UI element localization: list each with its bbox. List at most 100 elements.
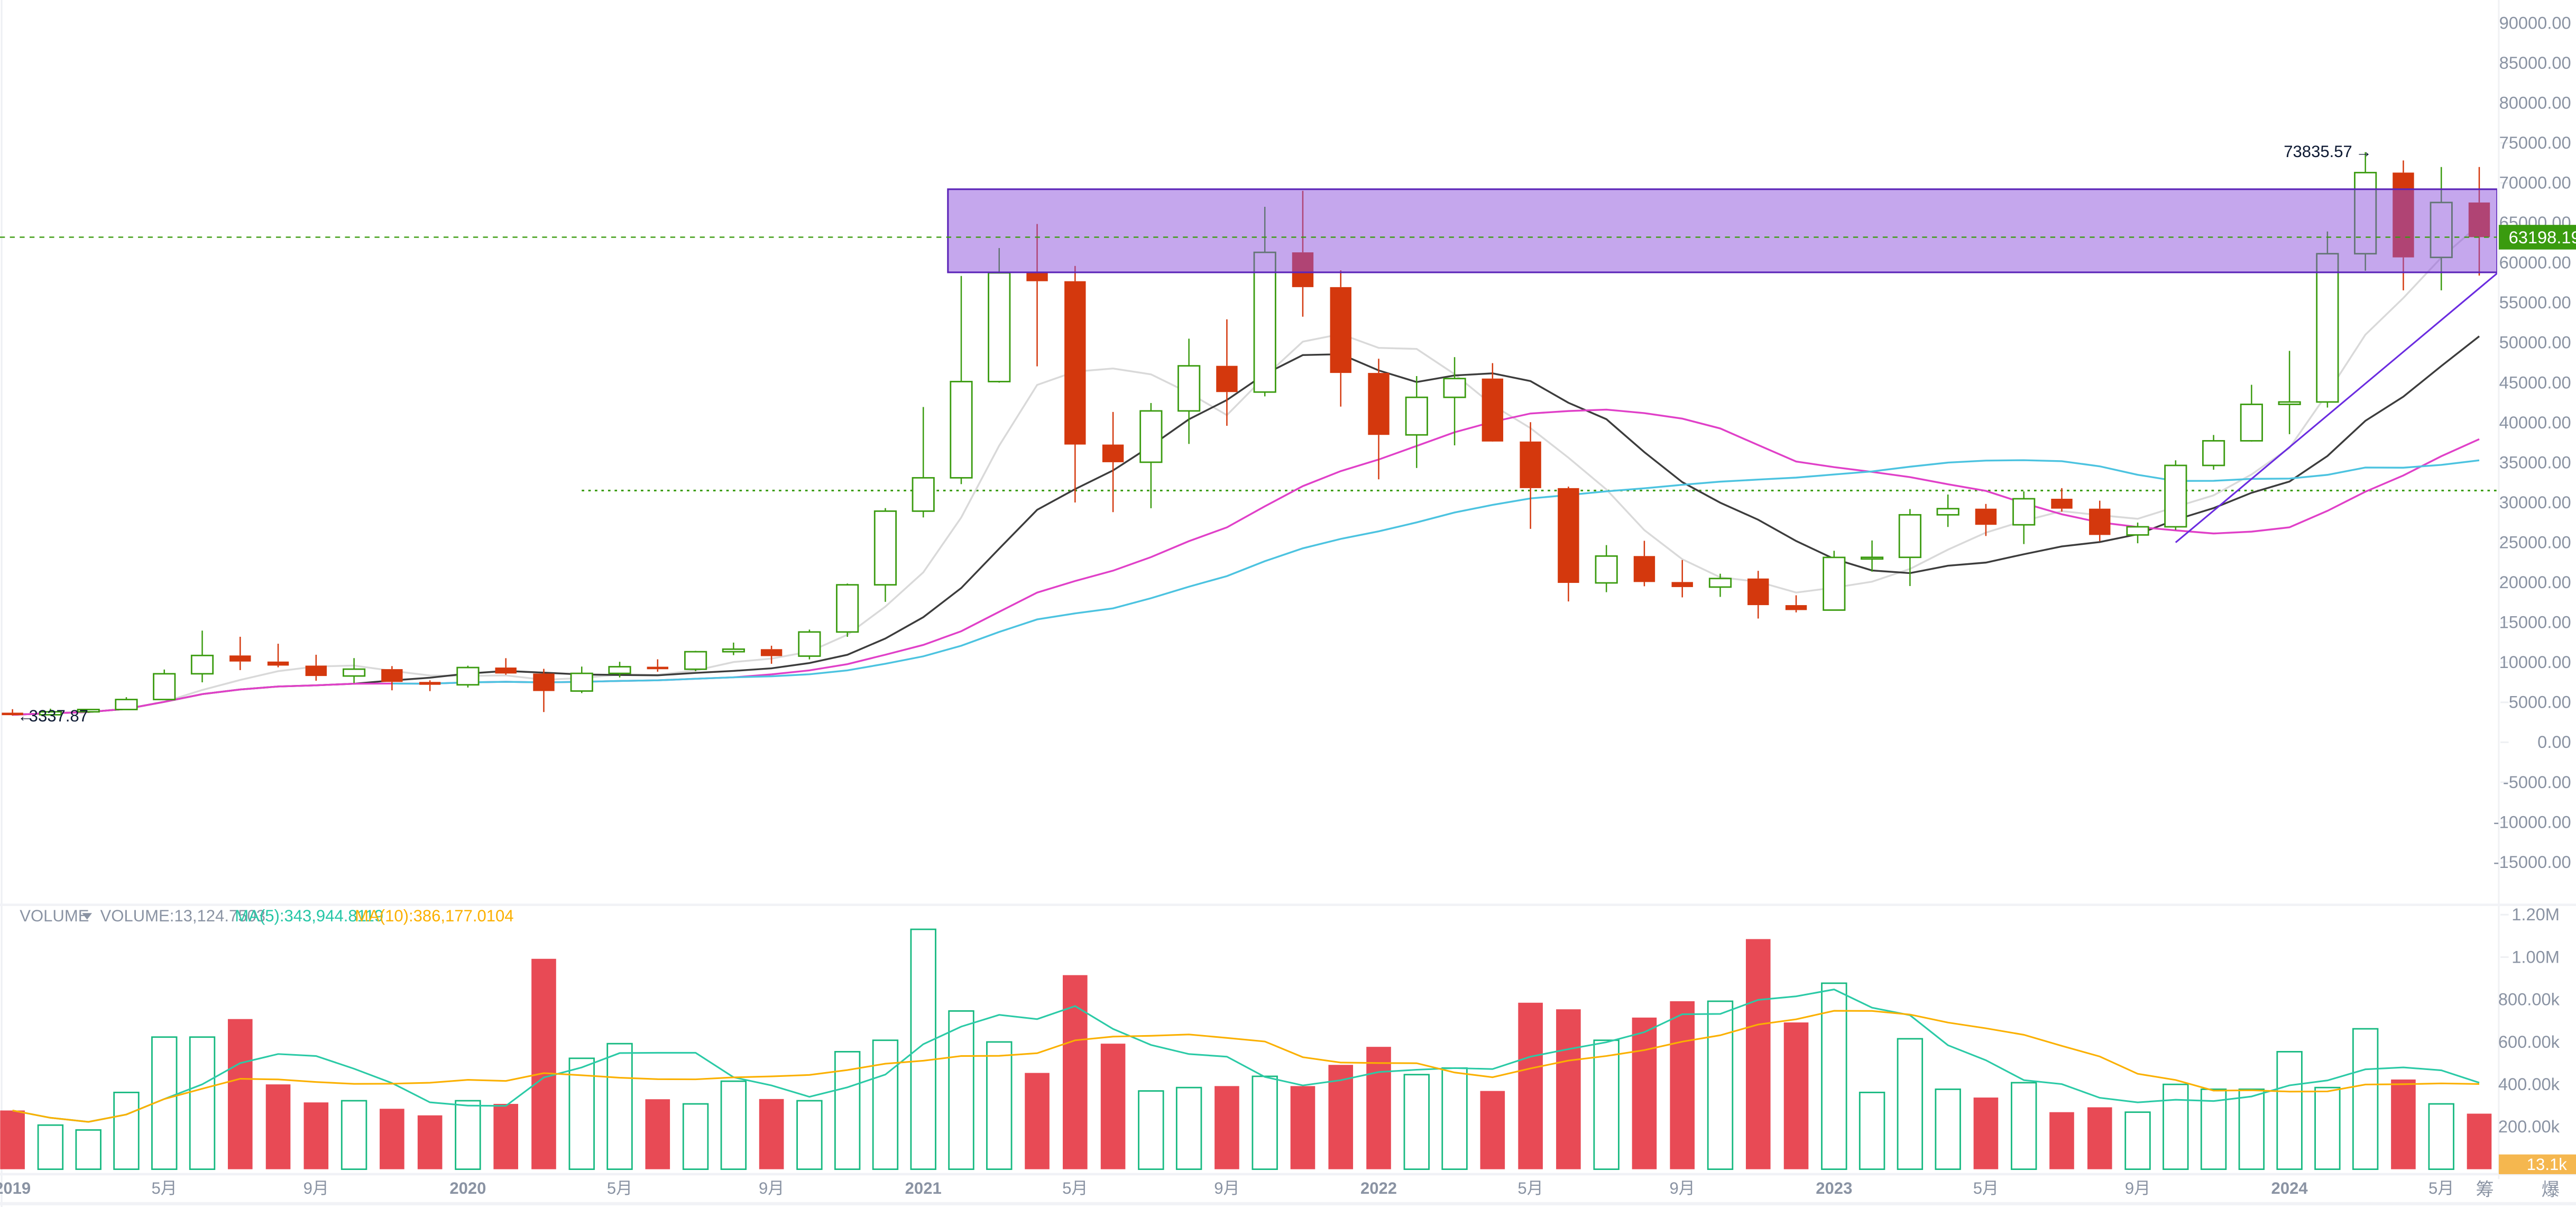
candle-2023-02[interactable] (1860, 540, 1884, 572)
volume-bar-2022-08[interactable] (1632, 1017, 1657, 1169)
candle-2019-06[interactable] (190, 630, 214, 683)
volume-bar-2021-09[interactable] (1215, 1086, 1239, 1169)
volume-bar-2023-03[interactable] (1897, 1038, 1924, 1170)
candle-2021-06[interactable] (1102, 412, 1124, 513)
chip-distribution-button[interactable]: 筹 (2476, 1179, 2494, 1200)
volume-bar-2023-07[interactable] (2049, 1112, 2074, 1169)
volume-bar-2021-08[interactable] (1175, 1086, 1202, 1170)
candle-2019-01[interactable] (2, 709, 23, 716)
candle-2022-11[interactable] (1747, 571, 1769, 619)
candle-2019-09[interactable] (305, 654, 327, 681)
volume-bar-2023-09[interactable] (2124, 1111, 2151, 1170)
candle-2019-02[interactable] (39, 708, 62, 716)
candle-2021-03[interactable] (988, 248, 1011, 383)
volume-bar-2019-08[interactable] (265, 1084, 291, 1169)
volume-bar-2022-10[interactable] (1707, 1000, 1734, 1170)
volume-bar-2022-05[interactable] (1518, 1002, 1543, 1169)
volume-bar-2022-02[interactable] (1403, 1074, 1430, 1170)
candle-2022-05[interactable] (1520, 422, 1541, 529)
candle-2022-08[interactable] (1633, 541, 1655, 587)
volume-bar-2024-05[interactable] (2428, 1103, 2454, 1170)
volume-bar-2023-02[interactable] (1859, 1092, 1885, 1170)
volume-bar-2024-04[interactable] (2391, 1079, 2416, 1169)
volume-bar-2021-01[interactable] (910, 928, 936, 1170)
candle-2022-03[interactable] (1443, 357, 1466, 446)
volume-bar-2023-08[interactable] (2087, 1107, 2112, 1169)
candle-2022-06[interactable] (1558, 486, 1579, 602)
candle-2020-02[interactable] (495, 658, 517, 675)
volume-bar-2023-01[interactable] (1821, 982, 1847, 1170)
volume-bar-2022-12[interactable] (1783, 1022, 1809, 1169)
volume-bar-2020-10[interactable] (796, 1100, 823, 1170)
candle-2020-11[interactable] (836, 583, 859, 637)
candle-2021-02[interactable] (950, 276, 973, 484)
candle-2020-07[interactable] (684, 651, 707, 671)
candle-2022-02[interactable] (1405, 376, 1428, 468)
volume-bar-2024-03[interactable] (2352, 1028, 2379, 1170)
candle-2020-06[interactable] (647, 659, 668, 672)
trend-line[interactable] (2175, 272, 2497, 543)
volume-bar-2021-05[interactable] (1063, 975, 1088, 1169)
volume-bar-2022-04[interactable] (1480, 1091, 1505, 1169)
candle-2023-06[interactable] (2012, 491, 2036, 544)
volume-bar-2022-09[interactable] (1670, 1001, 1695, 1169)
volume-bar-2019-02[interactable] (37, 1124, 64, 1170)
volume-bar-2019-10[interactable] (341, 1100, 367, 1170)
volume-bar-2019-04[interactable] (113, 1092, 140, 1170)
volume-bar-2023-04[interactable] (1935, 1089, 1961, 1170)
candle-2023-08[interactable] (2089, 500, 2111, 542)
candle-2019-07[interactable] (229, 636, 251, 670)
volume-bar-2020-12[interactable] (872, 1039, 899, 1170)
candle-2023-11[interactable] (2202, 435, 2225, 470)
candle-2020-03[interactable] (533, 669, 555, 712)
candle-2019-03[interactable] (77, 709, 100, 713)
candle-2022-09[interactable] (1671, 560, 1693, 598)
volume-bar-2020-01[interactable] (455, 1100, 481, 1170)
liquidation-button[interactable]: 爆 (2542, 1179, 2560, 1200)
candle-2021-01[interactable] (912, 407, 935, 518)
volume-bar-2022-03[interactable] (1441, 1067, 1468, 1170)
volume-bar-2019-03[interactable] (75, 1129, 102, 1170)
candle-2020-08[interactable] (722, 642, 745, 655)
volume-bar-2021-03[interactable] (986, 1041, 1013, 1170)
volume-bar-2020-09[interactable] (759, 1099, 784, 1169)
volume-bar-2023-06[interactable] (2010, 1082, 2037, 1170)
volume-bar-2021-02[interactable] (948, 1010, 974, 1170)
volume-bar-2022-06[interactable] (1556, 1009, 1581, 1169)
candle-2021-05[interactable] (1064, 266, 1086, 503)
candle-2022-04[interactable] (1482, 363, 1504, 442)
candle-2020-04[interactable] (570, 666, 593, 693)
volume-pane[interactable] (0, 928, 2492, 1170)
candle-2023-01[interactable] (1823, 551, 1846, 611)
candle-2019-11[interactable] (381, 666, 403, 691)
candle-2019-12[interactable] (419, 680, 441, 691)
candle-2023-03[interactable] (1898, 509, 1921, 586)
candle-2023-05[interactable] (1975, 504, 1997, 536)
volume-bar-2020-04[interactable] (568, 1057, 595, 1170)
candle-2021-07[interactable] (1139, 403, 1163, 508)
candle-2022-10[interactable] (1708, 573, 1732, 597)
candle-2021-12[interactable] (1330, 270, 1351, 407)
candle-2022-07[interactable] (1595, 545, 1618, 592)
volume-bar-2020-02[interactable] (493, 1104, 518, 1169)
candle-2019-10[interactable] (342, 658, 366, 683)
volume-bar-2023-10[interactable] (2163, 1083, 2189, 1170)
volume-bar-2020-03[interactable] (531, 958, 556, 1169)
candle-2020-09[interactable] (760, 645, 783, 664)
candle-2022-12[interactable] (1785, 595, 1807, 612)
volume-bar-2020-05[interactable] (606, 1043, 633, 1170)
volume-bar-2019-01[interactable] (0, 1110, 25, 1169)
resistance-zone[interactable] (947, 188, 2497, 273)
volume-bar-2023-11[interactable] (2200, 1089, 2227, 1170)
volume-bar-2024-02[interactable] (2314, 1086, 2341, 1170)
candle-2021-08[interactable] (1177, 339, 1201, 444)
candle-2020-05[interactable] (608, 662, 631, 678)
candle-2020-10[interactable] (798, 629, 821, 660)
candle-2024-01[interactable] (2278, 351, 2301, 434)
candle-2019-04[interactable] (115, 697, 138, 710)
candle-2023-07[interactable] (2051, 488, 2073, 512)
candle-2022-01[interactable] (1368, 359, 1390, 480)
volume-bar-2019-11[interactable] (380, 1109, 404, 1169)
volume-bar-2022-07[interactable] (1593, 1039, 1620, 1170)
